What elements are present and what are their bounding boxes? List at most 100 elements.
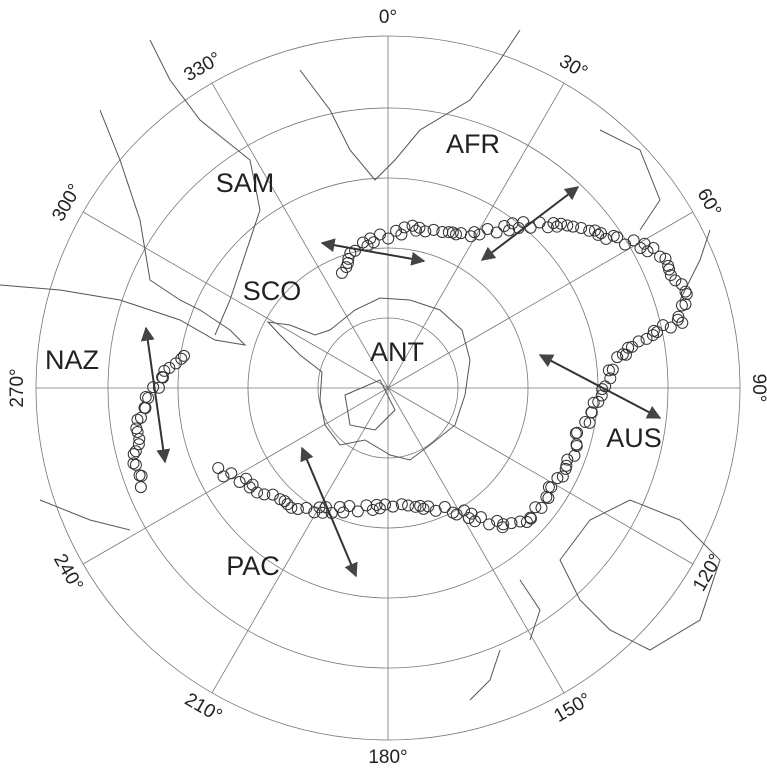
epicenter	[640, 332, 653, 345]
epicenter	[386, 500, 399, 513]
epicenter	[464, 230, 477, 243]
epicenter	[571, 426, 584, 439]
epicenter	[243, 481, 256, 494]
epicenter	[592, 228, 605, 241]
epicenter	[555, 217, 568, 230]
epicenter	[409, 224, 422, 237]
epicenter	[446, 226, 459, 239]
aus-arrow	[538, 354, 662, 419]
other-coast	[39, 229, 711, 531]
epicenter	[551, 472, 564, 485]
epicenter	[138, 401, 151, 414]
epicenter	[663, 263, 676, 276]
earthquake-epicenters	[127, 216, 693, 534]
epicenter	[177, 349, 190, 362]
graticule	[35, 35, 741, 741]
epicenter	[427, 223, 440, 236]
epicenter	[568, 449, 581, 462]
epicenter	[520, 515, 533, 528]
epicenter	[169, 357, 182, 370]
longitude-label: 90°	[748, 374, 767, 403]
epicenter	[127, 457, 140, 470]
epicenter	[654, 250, 667, 263]
epicenter	[402, 499, 415, 512]
afr-arrow	[480, 186, 580, 261]
epicenter	[446, 506, 459, 519]
epicenter	[351, 505, 364, 518]
epicenter	[524, 512, 537, 525]
plate-label: ANT	[370, 337, 424, 367]
epicenter	[366, 503, 379, 516]
south-america-coast	[0, 39, 261, 346]
epicenter	[675, 278, 688, 291]
longitude-label: 120°	[689, 550, 727, 595]
epicenter	[419, 225, 432, 238]
longitude-label: 150°	[550, 689, 595, 727]
epicenter	[409, 500, 422, 513]
epicenter	[559, 462, 572, 475]
longitude-label: 0°	[379, 7, 397, 28]
antarctica-shelf	[344, 379, 396, 431]
epicenter	[570, 439, 583, 452]
meridian	[211, 387, 389, 694]
epicenter	[679, 285, 692, 298]
epicenter	[588, 224, 601, 237]
plate-label: SAM	[216, 168, 275, 198]
longitude-label: 60°	[693, 185, 726, 220]
epicenter	[414, 499, 427, 512]
australia-coast	[559, 499, 721, 651]
epicenter	[535, 501, 548, 514]
epicenter	[458, 504, 471, 517]
epicenter	[373, 228, 386, 241]
naz-arrow	[140, 326, 171, 464]
epicenter	[212, 461, 225, 474]
epicenter	[233, 475, 246, 488]
longitude-label: 240°	[49, 550, 87, 595]
epicenter	[490, 226, 503, 239]
epicenter	[556, 470, 569, 483]
plate-labels: AFR SAM SCO NAZ ANT AUS PAC	[45, 129, 662, 581]
epicenter	[611, 231, 624, 244]
epicenter	[641, 245, 654, 258]
epicenter	[450, 228, 463, 241]
epicenter	[217, 470, 230, 483]
epicenter	[627, 234, 640, 247]
epicenter	[626, 340, 639, 353]
meridian	[387, 387, 694, 565]
epicenter	[545, 481, 558, 494]
epicenter	[561, 453, 574, 466]
epicenter	[542, 491, 555, 504]
epicenter	[542, 481, 555, 494]
meridian	[82, 211, 389, 389]
epicenter	[156, 371, 169, 384]
longitude-label: 210°	[181, 689, 226, 727]
epicenter	[585, 406, 598, 419]
epicenter	[646, 329, 659, 342]
epicenter	[483, 518, 496, 531]
epicenter	[258, 488, 271, 501]
plate-label: AFR	[446, 129, 500, 159]
longitude-label: 330°	[180, 48, 225, 86]
epicenter	[240, 472, 253, 485]
coastlines	[0, 29, 721, 701]
plate-label: NAZ	[45, 345, 99, 375]
epicenter	[647, 241, 660, 254]
epicenter	[429, 504, 442, 517]
antarctica-coast	[266, 297, 471, 461]
plate-label: PAC	[226, 551, 280, 581]
epicenter	[680, 288, 693, 301]
plate-label: SCO	[243, 276, 302, 306]
epicenter	[395, 498, 408, 511]
epicenter	[274, 493, 287, 506]
epicenter	[669, 274, 682, 287]
epicenter	[442, 226, 455, 239]
epicenter	[529, 501, 542, 514]
epicenter	[129, 458, 142, 471]
epicenter	[514, 515, 527, 528]
meridian	[387, 211, 694, 389]
epicenter	[131, 425, 144, 438]
epicenter	[468, 515, 481, 528]
epicenter	[632, 335, 645, 348]
plate-label: AUS	[606, 423, 662, 453]
longitude-label: 30°	[556, 51, 591, 84]
